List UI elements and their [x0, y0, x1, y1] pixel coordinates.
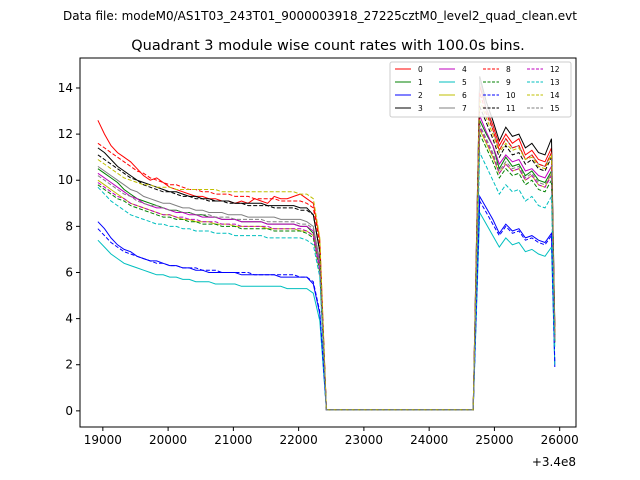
y-tick-label: 14 [58, 81, 73, 95]
legend-label-13: 13 [550, 78, 560, 87]
legend-label-10: 10 [506, 91, 516, 100]
x-offset-label: +3.4e8 [532, 455, 576, 469]
legend-box [389, 61, 572, 118]
legend-label-4: 4 [462, 65, 467, 74]
plot-frame [79, 57, 577, 428]
legend-label-2: 2 [418, 91, 423, 100]
series-line-5 [97, 210, 556, 411]
legend-label-15: 15 [550, 104, 560, 113]
y-tick-label: 12 [58, 127, 73, 141]
series-line-6 [97, 129, 556, 411]
series-line-2 [97, 194, 556, 411]
series-line-13 [97, 152, 556, 411]
legend-label-1: 1 [418, 78, 423, 87]
legend-label-5: 5 [462, 78, 467, 87]
legend-label-7: 7 [462, 104, 467, 113]
y-tick-label: 8 [65, 219, 73, 233]
x-tick-label: 26000 [541, 433, 579, 447]
x-tick-label: 21000 [214, 433, 252, 447]
series-line-0 [97, 85, 556, 411]
y-tick-label: 0 [65, 404, 73, 418]
y-tick-label: 2 [65, 358, 73, 372]
legend-label-12: 12 [550, 65, 560, 74]
y-tick-label: 6 [65, 265, 73, 279]
legend-label-9: 9 [506, 78, 511, 87]
series-line-12 [97, 126, 556, 411]
series-line-8 [97, 92, 556, 411]
x-tick-label: 20000 [149, 433, 187, 447]
legend-label-14: 14 [550, 91, 560, 100]
y-tick-label: 10 [58, 173, 73, 187]
x-tick-label: 22000 [280, 433, 318, 447]
legend-label-3: 3 [418, 104, 423, 113]
series-line-9 [97, 133, 556, 411]
x-tick-label: 24000 [410, 433, 448, 447]
series-line-10 [97, 199, 556, 411]
series-line-11 [97, 106, 556, 411]
suptitle: Data file: modeM0/AS1T03_243T01_90000039… [63, 9, 577, 23]
series-line-14 [97, 99, 556, 411]
series-line-1 [97, 120, 556, 411]
plot-lines [97, 76, 556, 411]
legend-label-11: 11 [506, 104, 516, 113]
x-tick-label: 19000 [84, 433, 122, 447]
y-tick-label: 4 [65, 312, 73, 326]
chart-title: Quadrant 3 module wise count rates with … [131, 38, 525, 54]
legend-label-6: 6 [462, 91, 467, 100]
y-axis-ticks: 0 2 4 6 8 10 12 14 [58, 81, 80, 418]
x-tick-label: 23000 [345, 433, 383, 447]
legend-label-8: 8 [506, 65, 511, 74]
x-axis-ticks: 19000 20000 21000 22000 23000 24000 25000 26000 [84, 427, 579, 447]
series-line-4 [97, 115, 556, 411]
legend-label-0: 0 [418, 65, 423, 74]
series-line-15 [97, 124, 556, 411]
series-line-3 [97, 76, 556, 411]
series-line-7 [97, 78, 556, 411]
x-tick-label: 25000 [475, 433, 513, 447]
